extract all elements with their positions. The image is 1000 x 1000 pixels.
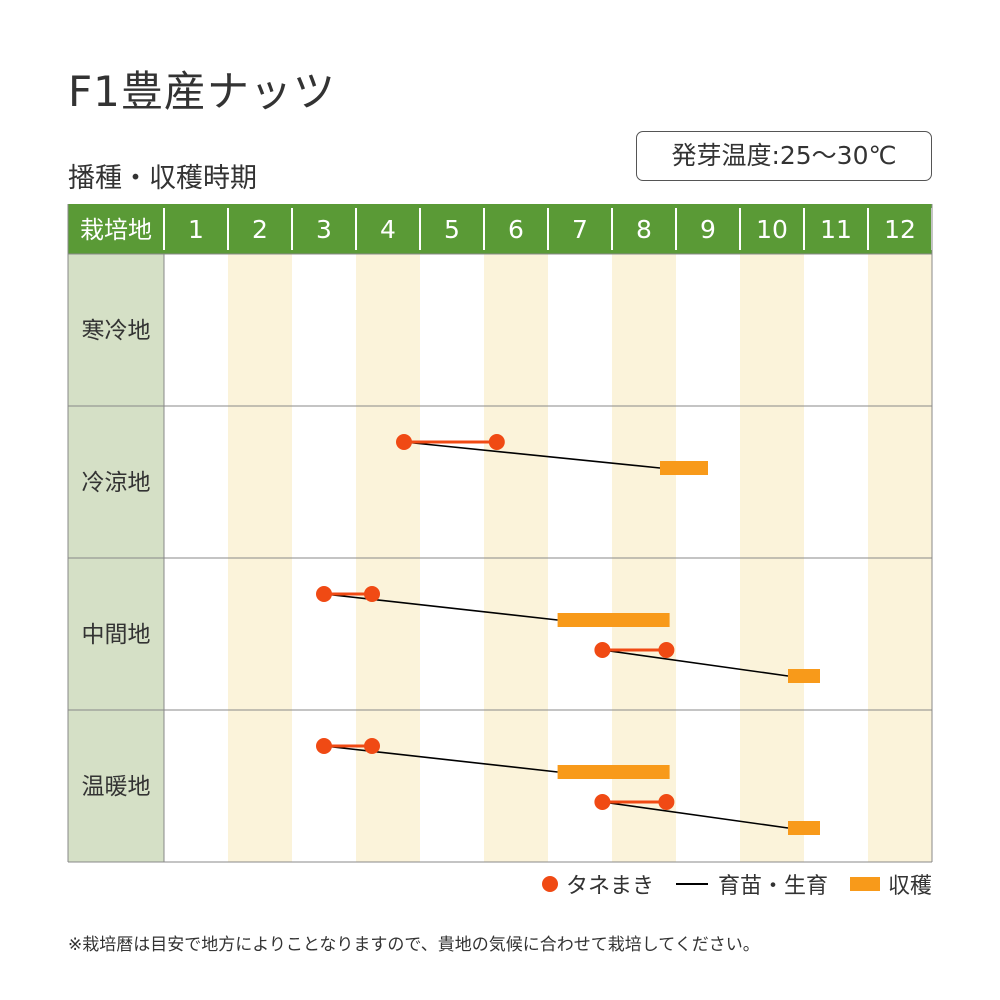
sowing-start-dot xyxy=(316,586,332,602)
harvest-bar xyxy=(788,821,820,835)
legend-grow: 育苗・生育 xyxy=(675,868,828,900)
sowing-end-dot xyxy=(364,586,380,602)
harvest-bar xyxy=(788,669,820,683)
page-title: F1豊産ナッツ xyxy=(68,67,336,116)
month-header-label: 12 xyxy=(884,215,916,244)
growth-line xyxy=(403,441,661,469)
sowing-end-dot xyxy=(364,738,380,754)
month-header-label: 6 xyxy=(508,215,524,244)
growth-line xyxy=(602,649,789,677)
growth-line xyxy=(323,745,558,773)
month-header-label: 2 xyxy=(252,215,268,244)
sowing-start-dot xyxy=(396,434,412,450)
growth-line xyxy=(602,801,789,829)
month-header-label: 7 xyxy=(572,215,588,244)
harvest-bar-icon xyxy=(849,877,880,891)
sowing-end-dot xyxy=(658,794,675,810)
growth-line xyxy=(323,593,558,621)
legend-grow-label: 育苗・生育 xyxy=(717,874,828,899)
chart-subtitle: 播種・収穫時期 xyxy=(68,163,257,194)
legend-sow-label: タネまき xyxy=(565,874,654,899)
month-header-label: 3 xyxy=(316,215,332,244)
region-label: 温暖地 xyxy=(82,774,151,800)
harvest-bar xyxy=(660,461,708,475)
sowing-start-dot xyxy=(594,642,611,658)
month-header-label: 8 xyxy=(636,215,652,244)
month-header-label: 11 xyxy=(820,215,852,244)
harvest-bar xyxy=(557,613,670,627)
sow-dot-icon xyxy=(541,876,558,892)
harvest-bar xyxy=(557,765,670,779)
region-label: 中間地 xyxy=(82,622,151,648)
chart-legend: タネまき 育苗・生育 収穫 xyxy=(520,868,932,900)
grow-line-icon xyxy=(675,882,708,886)
legend-sow: タネまき xyxy=(541,868,654,900)
month-header-label: 5 xyxy=(444,215,460,244)
month-header-label: 4 xyxy=(380,215,396,244)
header-row xyxy=(68,204,932,254)
legend-harvest-label: 収穫 xyxy=(887,874,932,899)
sowing-end-dot xyxy=(658,642,675,658)
sowing-start-dot xyxy=(316,738,332,754)
germination-temperature-badge: 発芽温度:25〜30℃ xyxy=(636,131,932,181)
footnote: ※栽培暦は目安で地方によりことなりますので、貴地の気候に合わせて栽培してください… xyxy=(68,935,760,955)
month-header-label: 9 xyxy=(700,215,716,244)
region-label: 冷涼地 xyxy=(82,470,151,496)
header-label: 栽培地 xyxy=(80,216,152,244)
month-header-label: 10 xyxy=(756,215,788,244)
month-header-label: 1 xyxy=(188,215,204,244)
legend-harvest: 収穫 xyxy=(849,868,932,900)
sowing-end-dot xyxy=(488,434,505,450)
region-label: 寒冷地 xyxy=(82,318,151,344)
sowing-start-dot xyxy=(594,794,611,810)
